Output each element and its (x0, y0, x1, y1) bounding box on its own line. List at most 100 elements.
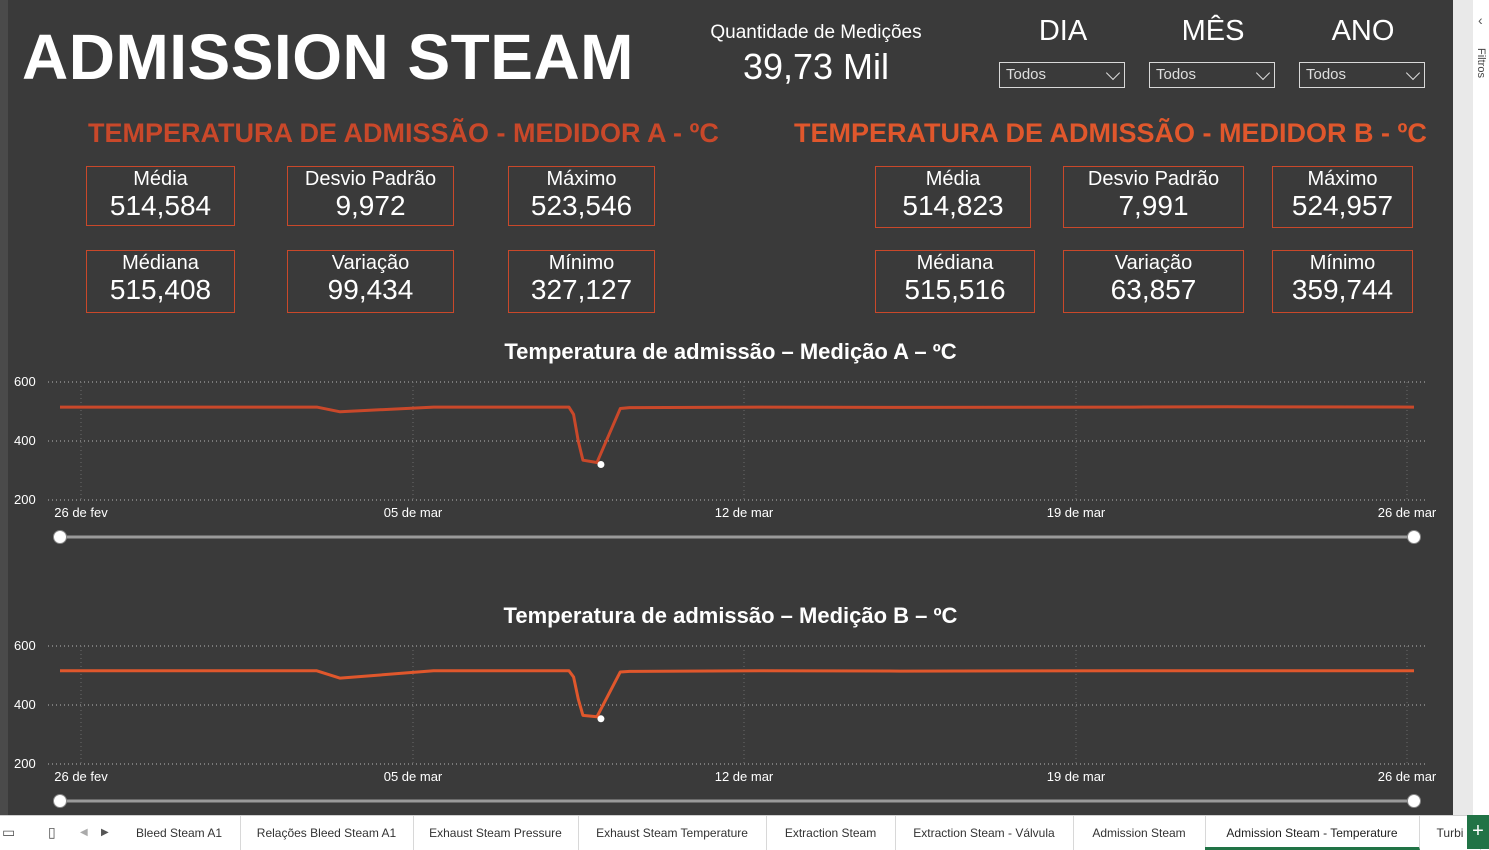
chart-a-title: Temperatura de admissão – Medição A – ºC (504, 339, 957, 364)
filters-pane-label[interactable]: Filtros (1475, 48, 1487, 78)
tab-7[interactable]: Admission Steam - Temperature (1205, 816, 1420, 850)
card-b-min[interactable]: Mínimo 359,744 (1272, 250, 1413, 313)
min-point-marker[interactable] (597, 461, 605, 469)
card-label: Variação (331, 252, 410, 274)
tab-5[interactable]: Extraction Steam - Válvula (895, 816, 1074, 850)
measurement-count-label: Quantidade de Medições (710, 22, 922, 43)
card-label: Médiana (916, 252, 994, 274)
chevron-left-icon[interactable]: ‹ (1478, 12, 1483, 28)
y-tick-label: 200 (14, 492, 36, 507)
x-tick-label: 05 de mar (384, 769, 443, 784)
scroll-right-icon[interactable]: ▶ (101, 827, 109, 838)
x-tick-label: 26 de fev (54, 769, 108, 784)
y-tick-label: 600 (14, 374, 36, 389)
chart-b-title: Temperatura de admissão – Medição B – ºC (503, 603, 958, 628)
tab-2[interactable]: Exhaust Steam Pressure (413, 816, 579, 850)
card-label: Mínimo (1309, 252, 1376, 274)
tab-1[interactable]: Relações Bleed Steam A1 (240, 816, 414, 850)
x-tick-label: 12 de mar (715, 769, 774, 784)
card-label: Desvio Padrão (1087, 168, 1220, 190)
add-page-icon[interactable]: + (1467, 815, 1489, 849)
card-a-max[interactable]: Máximo 523,546 (508, 166, 655, 226)
tab-3[interactable]: Exhaust Steam Temperature (578, 816, 767, 850)
measurement-count-value: 39,73 Mil (742, 46, 890, 87)
card-value: 63,857 (1110, 274, 1197, 305)
x-tick-label: 26 de mar (1378, 769, 1437, 784)
filters-pane[interactable] (1453, 0, 1489, 815)
card-label: Mínimo (548, 252, 615, 274)
card-label: Desvio Padrão (304, 168, 437, 190)
desktop-view-icon[interactable]: ▭ (2, 824, 16, 840)
x-tick-label: 19 de mar (1047, 505, 1106, 520)
page-tab-bar: ▭ ▯ ◀ ▶ Bleed Steam A1 Relações Bleed Ste… (0, 815, 1489, 850)
card-a-median[interactable]: Médiana 515,408 (86, 250, 235, 313)
mobile-view-icon[interactable]: ▯ (48, 824, 56, 840)
card-label: Média (133, 168, 188, 190)
x-tick-label: 19 de mar (1047, 769, 1106, 784)
slicer-day-dropdown[interactable]: Todos (999, 62, 1125, 88)
range-slider-start-handle[interactable] (53, 794, 67, 808)
series-line[interactable] (60, 669, 1414, 719)
card-value: 359,744 (1291, 274, 1394, 305)
slicer-day-value: Todos (1006, 66, 1047, 83)
report-title: ADMISSION STEAM (22, 21, 634, 93)
card-value: 515,408 (109, 274, 212, 305)
chevron-down-icon (1405, 65, 1421, 81)
card-value: 514,584 (109, 190, 212, 221)
tab-4[interactable]: Extraction Steam (766, 816, 896, 850)
x-tick-label: 05 de mar (384, 505, 443, 520)
y-tick-label: 400 (14, 433, 36, 448)
range-slider-end-handle[interactable] (1407, 794, 1421, 808)
card-value: 523,546 (530, 190, 633, 221)
tab-6[interactable]: Admission Steam (1073, 816, 1206, 850)
card-value: 524,957 (1291, 190, 1394, 221)
card-b-max[interactable]: Máximo 524,957 (1272, 166, 1413, 228)
card-value: 514,823 (902, 190, 1004, 221)
min-point-marker[interactable] (597, 715, 605, 723)
y-tick-label: 400 (14, 697, 36, 712)
slicer-month-title: MÊS (1181, 15, 1245, 47)
card-b-median[interactable]: Médiana 515,516 (875, 250, 1035, 313)
card-a-range[interactable]: Variação 99,434 (287, 250, 454, 313)
x-tick-label: 26 de mar (1378, 505, 1437, 520)
chart-b[interactable]: 600 400 200 26 de fev 05 de mar 12 de mar 19 d… (0, 634, 1453, 814)
x-tick-label: 26 de fev (54, 505, 108, 520)
slicer-year-title: ANO (1331, 15, 1395, 47)
y-tick-label: 600 (14, 638, 36, 653)
meter-a-title: TEMPERATURA DE ADMISSÃO - MEDIDOR A - ºC (88, 118, 719, 148)
card-label: Variação (1114, 252, 1193, 274)
x-tick-label: 12 de mar (715, 505, 774, 520)
card-b-mean[interactable]: Média 514,823 (875, 166, 1031, 228)
filters-pane-strip (1453, 0, 1473, 815)
slicer-month-value: Todos (1156, 66, 1197, 83)
card-value: 99,434 (327, 274, 414, 305)
card-a-mean[interactable]: Média 514,584 (86, 166, 235, 226)
card-value: 515,516 (904, 274, 1006, 305)
range-slider-end-handle[interactable] (1407, 530, 1421, 544)
card-value: 9,972 (335, 190, 406, 221)
range-slider-start-handle[interactable] (53, 530, 67, 544)
left-frame (0, 0, 8, 815)
chevron-down-icon (1255, 65, 1271, 81)
card-b-range[interactable]: Variação 63,857 (1063, 250, 1244, 313)
scroll-left-icon[interactable]: ◀ (80, 827, 88, 838)
card-label: Média (925, 168, 981, 190)
card-label: Máximo (1307, 168, 1378, 190)
card-label: Médiana (122, 252, 199, 274)
meter-b-title: TEMPERATURA DE ADMISSÃO - MEDIDOR B - ºC (794, 118, 1427, 148)
chevron-down-icon (1105, 65, 1121, 81)
series-line[interactable] (60, 405, 1415, 465)
slicer-day-title: DIA (1038, 15, 1088, 47)
chart-a[interactable]: 600 400 200 26 de fev 05 de mar 12 de mar 19 d… (0, 370, 1453, 555)
slicer-month-dropdown[interactable]: Todos (1149, 62, 1275, 88)
slicer-year-dropdown[interactable]: Todos (1299, 62, 1425, 88)
card-a-min[interactable]: Mínimo 327,127 (508, 250, 655, 313)
card-b-stddev[interactable]: Desvio Padrão 7,991 (1063, 166, 1244, 228)
slicer-year-value: Todos (1306, 66, 1347, 83)
tab-0[interactable]: Bleed Steam A1 (118, 816, 241, 850)
card-value: 327,127 (530, 274, 633, 305)
card-label: Máximo (546, 168, 617, 190)
y-tick-label: 200 (14, 756, 36, 771)
card-a-stddev[interactable]: Desvio Padrão 9,972 (287, 166, 454, 226)
card-value: 7,991 (1118, 190, 1189, 221)
